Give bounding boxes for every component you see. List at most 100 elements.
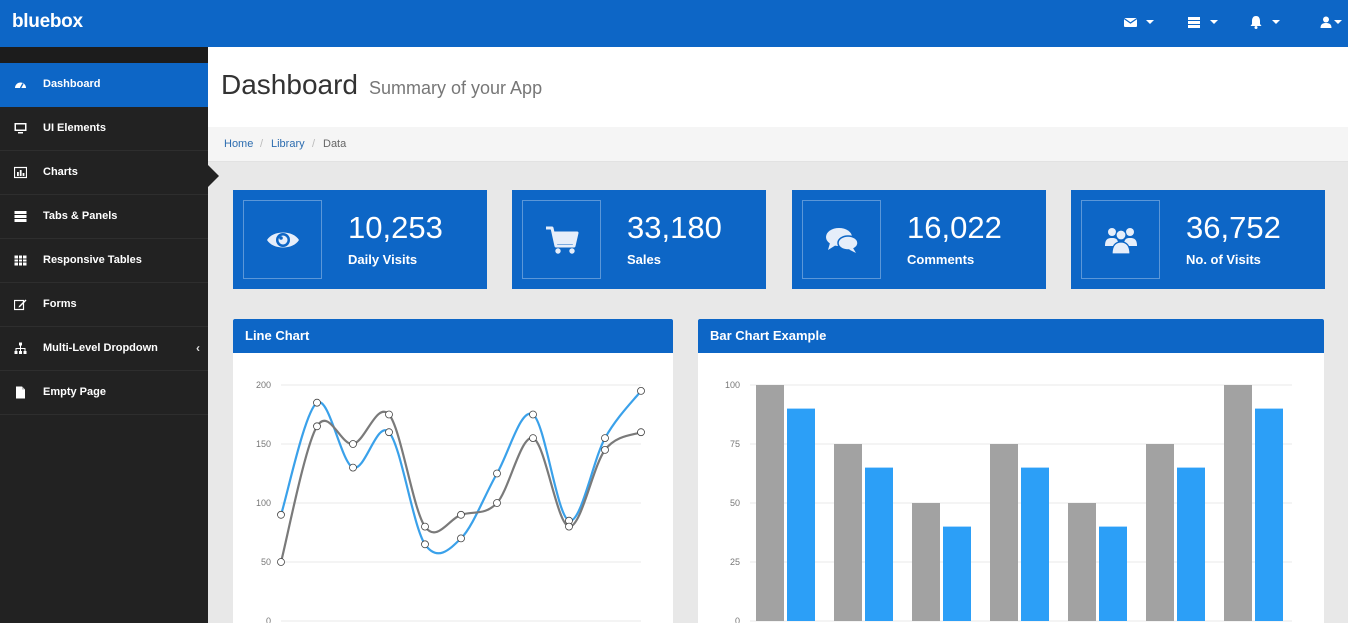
stat-icon-box	[802, 200, 881, 279]
line-chart-y-tick-label: 200	[256, 380, 271, 390]
line-point[interactable]	[385, 410, 393, 419]
breadcrumb-separator: /	[260, 138, 264, 150]
stat-daily-visits: 10,253 Daily Visits	[233, 190, 487, 289]
breadcrumb-separator: /	[312, 138, 316, 150]
stat-icon-box	[1081, 200, 1160, 279]
breadcrumb-library[interactable]: Library	[271, 138, 305, 150]
line-point[interactable]	[601, 434, 609, 442]
stat-label: No. of Visits	[1186, 252, 1261, 267]
brand-logo[interactable]: bluebox	[12, 11, 83, 32]
bar-series-2-bar[interactable]	[1177, 467, 1205, 621]
sidebar-item-multi-level-dropdown[interactable]: Multi-Level Dropdown ‹	[0, 327, 208, 371]
line-point[interactable]	[349, 440, 357, 448]
bar-chart-y-tick-label: 0	[735, 616, 740, 623]
sidebar-item-ui-elements[interactable]: UI Elements	[0, 107, 208, 151]
bar-series-1-bar[interactable]	[990, 444, 1018, 621]
bar-series-1-bar[interactable]	[756, 385, 784, 621]
page-header: Dashboard Summary of your App	[208, 47, 1348, 127]
line-point[interactable]	[637, 428, 645, 437]
line-point[interactable]	[529, 434, 537, 442]
page-title: Dashboard	[221, 69, 358, 100]
eye-icon	[267, 232, 299, 248]
line-chart-y-tick-label: 50	[261, 557, 271, 567]
sidebar-item-responsive-tables[interactable]: Responsive Tables	[0, 239, 208, 283]
sidebar-item-label: Multi-Level Dropdown	[43, 342, 158, 354]
bar-series-1-bar[interactable]	[1146, 444, 1174, 621]
line-point[interactable]	[277, 510, 285, 519]
bar-chart-y-tick-label: 100	[725, 380, 740, 390]
line-point[interactable]	[529, 410, 537, 419]
line-point[interactable]	[313, 398, 321, 407]
bar-series-2-bar[interactable]	[865, 467, 893, 621]
stat-label: Sales	[627, 252, 661, 267]
line-point[interactable]	[457, 510, 465, 519]
stat-no-of-visits: 36,752 No. of Visits	[1071, 190, 1325, 289]
bar-chart-icon	[14, 166, 27, 179]
bar-series-1-bar[interactable]	[1224, 385, 1252, 621]
line-point[interactable]	[601, 446, 609, 454]
bar-chart: 0 25 50 75 100	[725, 380, 1292, 623]
line-series-1	[279, 390, 642, 555]
desktop-icon	[14, 123, 27, 134]
bar-series-1-bar[interactable]	[912, 503, 940, 621]
dashboard-icon	[15, 82, 26, 89]
line-point[interactable]	[349, 463, 357, 472]
user-dropdown[interactable]	[1312, 14, 1346, 32]
breadcrumb: Home / Library / Data	[208, 127, 1348, 162]
panel-title: Bar Chart Example	[710, 328, 827, 343]
line-chart: 0 50 100 150 200	[256, 380, 645, 623]
breadcrumb-home[interactable]: Home	[224, 138, 254, 150]
stat-icon-box	[243, 200, 322, 279]
stat-value: 16,022	[907, 210, 1002, 245]
line-point[interactable]	[421, 522, 429, 531]
line-point[interactable]	[277, 558, 285, 566]
messages-dropdown[interactable]	[1124, 14, 1158, 32]
chevron-left-icon: ‹	[196, 341, 200, 355]
bar-series-2-bar[interactable]	[787, 408, 815, 621]
line-chart-y-tick-label: 150	[256, 439, 271, 449]
line-chart-y-tick-label: 0	[266, 616, 271, 623]
tabs-icon	[14, 211, 27, 222]
page-subtitle: Summary of your App	[369, 78, 543, 98]
stat-value: 10,253	[348, 210, 443, 245]
sitemap-icon	[14, 342, 27, 354]
bar-series-2-bar[interactable]	[1255, 408, 1283, 621]
stat-comments: 16,022 Comments	[792, 190, 1046, 289]
stat-value: 33,180	[627, 210, 722, 245]
line-point[interactable]	[385, 428, 393, 437]
sidebar-item-label: Dashboard	[43, 78, 101, 90]
line-point[interactable]	[493, 499, 501, 507]
bar-series-2-bar[interactable]	[1099, 526, 1127, 621]
sidebar-item-empty-page[interactable]: Empty Page	[0, 371, 208, 415]
tasks-dropdown[interactable]	[1188, 14, 1222, 32]
panel-heading: Line Chart	[233, 319, 673, 353]
sidebar-item-forms[interactable]: Forms	[0, 283, 208, 327]
sidebar-item-tabs-panels[interactable]: Tabs & Panels	[0, 195, 208, 239]
sidebar-item-label: UI Elements	[43, 122, 106, 134]
chevron-down-icon	[1210, 20, 1218, 24]
sidebar-top-strip	[0, 47, 208, 63]
user-icon	[1320, 16, 1332, 28]
stat-value: 36,752	[1186, 210, 1281, 245]
line-point[interactable]	[313, 422, 321, 431]
panel-heading: Bar Chart Example	[698, 319, 1324, 353]
line-point[interactable]	[493, 469, 501, 478]
line-point[interactable]	[637, 387, 645, 395]
cart-icon	[546, 226, 579, 254]
breadcrumb-current: Data	[323, 138, 347, 150]
bar-series-2-bar[interactable]	[943, 526, 971, 621]
stat-icon-box	[522, 200, 601, 279]
line-point[interactable]	[457, 534, 465, 543]
bar-series-1-bar[interactable]	[834, 444, 862, 621]
sidebar-item-charts[interactable]: Charts	[0, 151, 208, 195]
envelope-icon	[1124, 17, 1138, 27]
sidebar-item-label: Forms	[43, 298, 77, 310]
bar-series-2-bar[interactable]	[1021, 467, 1049, 621]
stat-label: Comments	[907, 252, 975, 267]
line-point[interactable]	[565, 522, 573, 531]
line-point[interactable]	[421, 540, 429, 549]
sidebar-item-dashboard[interactable]: Dashboard	[0, 63, 208, 107]
line-chart-y-tick-label: 100	[256, 498, 271, 508]
bar-series-1-bar[interactable]	[1068, 503, 1096, 621]
notifications-dropdown[interactable]	[1250, 14, 1284, 32]
